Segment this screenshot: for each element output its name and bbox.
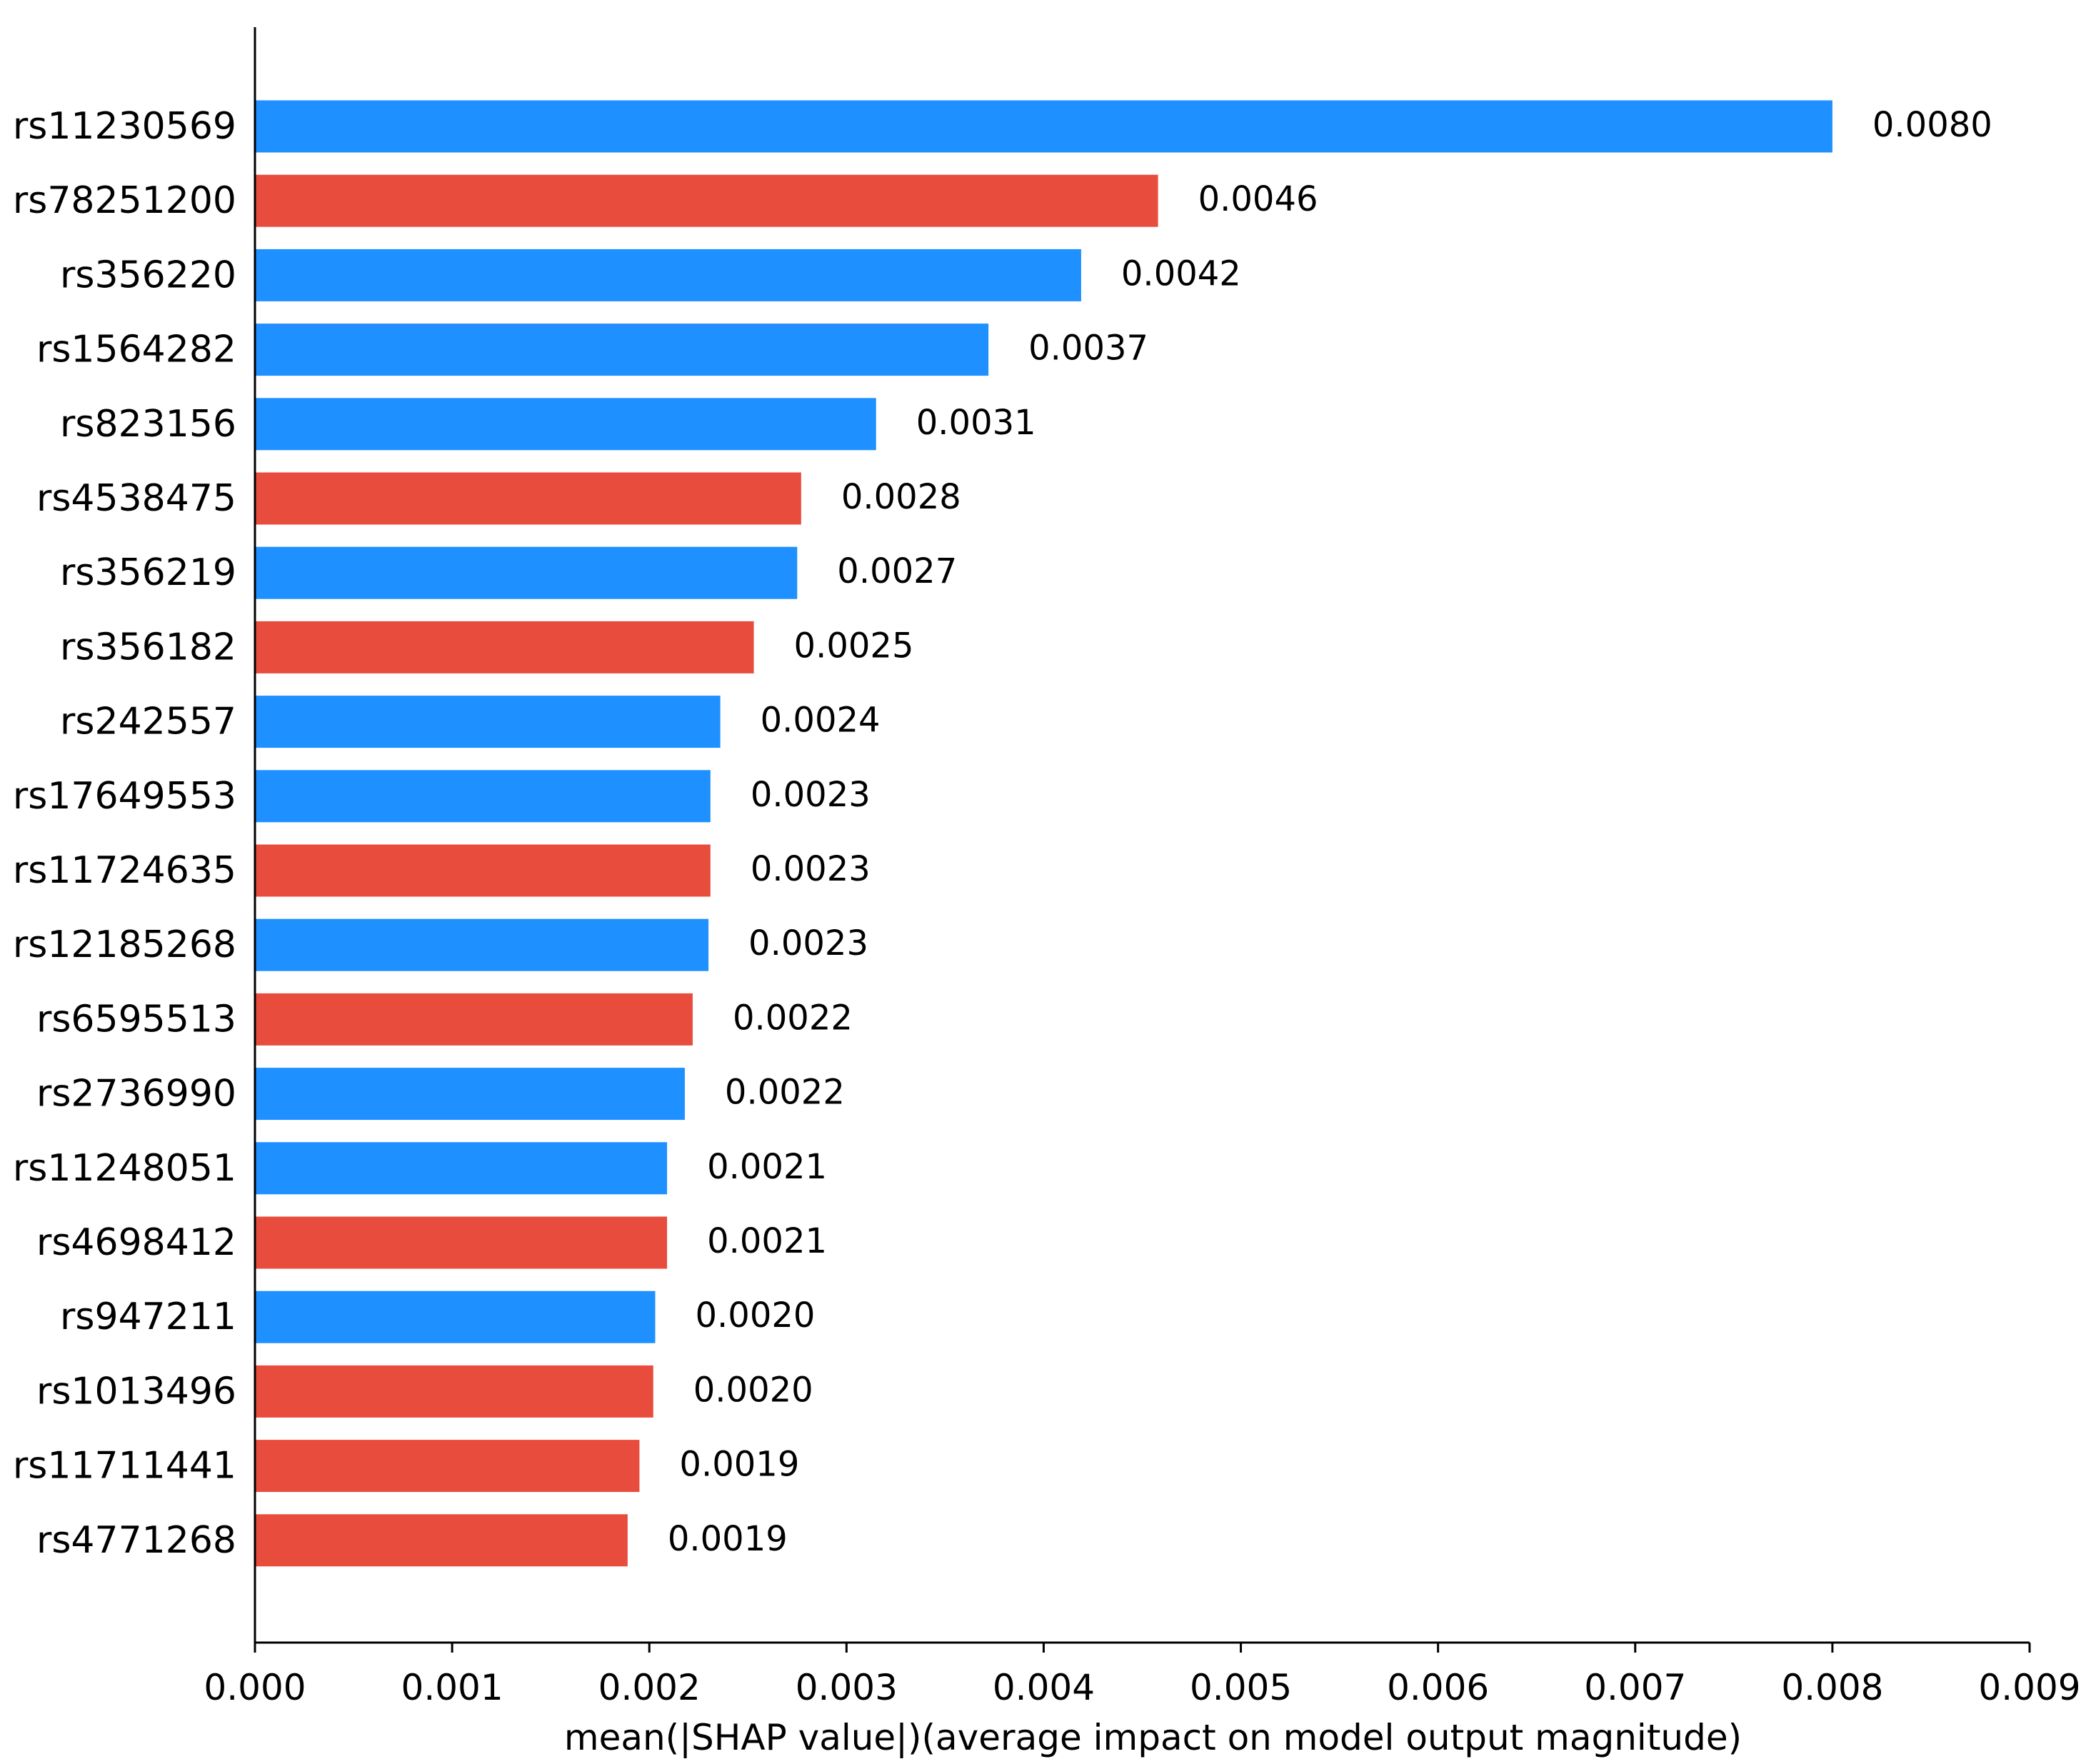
bar-rs823156 [255,398,876,451]
x-tick-label-3: 0.003 [796,1667,898,1708]
value-label-rs356182: 0.0025 [794,626,914,666]
bar-rs11230569 [255,100,1832,153]
feature-label-rs2736990: rs2736990 [36,1073,236,1116]
feature-label-rs823156: rs823156 [60,403,236,446]
value-label-rs356219: 0.0027 [837,551,957,591]
x-tick-label-5: 0.005 [1190,1667,1292,1708]
x-tick-label-6: 0.006 [1387,1667,1489,1708]
bar-rs11724635 [255,844,711,897]
bar-rs356220 [255,249,1081,301]
x-tick-label-7: 0.007 [1584,1667,1686,1708]
value-label-rs11724635: 0.0023 [751,849,871,889]
feature-label-rs17649553: rs17649553 [13,775,236,818]
bar-rs11711441 [255,1440,640,1493]
bar-rs12185268 [255,918,709,971]
x-tick-label-8: 0.008 [1781,1667,1883,1708]
bar-rs1013496 [255,1365,653,1418]
feature-label-rs11230569: rs11230569 [13,105,236,148]
feature-label-rs356182: rs356182 [60,626,236,668]
feature-label-rs12185268: rs12185268 [13,923,236,966]
feature-label-rs356220: rs356220 [60,254,236,296]
feature-label-rs4771268: rs4771268 [36,1519,236,1562]
value-label-rs78251200: 0.0046 [1198,179,1318,219]
feature-label-rs11248051: rs11248051 [13,1147,236,1190]
x-tick-label-1: 0.001 [401,1667,503,1708]
value-label-rs1564282: 0.0037 [1028,329,1148,369]
bar-rs4771268 [255,1514,628,1567]
bar-rs6595513 [255,993,693,1046]
x-tick-label-2: 0.002 [598,1667,701,1708]
value-label-rs2736990: 0.0022 [725,1073,845,1113]
bar-rs11248051 [255,1142,668,1195]
x-tick-label-9: 0.009 [1978,1667,2080,1708]
value-label-rs11230569: 0.0080 [1872,105,1992,145]
feature-label-rs11724635: rs11724635 [13,849,236,892]
bar-rs356219 [255,546,798,599]
feature-label-rs11711441: rs11711441 [13,1445,236,1488]
bar-rs17649553 [255,770,711,823]
value-label-rs11711441: 0.0019 [679,1445,799,1485]
bar-rs4698412 [255,1216,668,1269]
feature-labels-group: rs11230569 rs78251200 rs356220 rs1564282 rs8… [13,105,236,1562]
value-label-rs4771268: 0.0019 [668,1519,788,1559]
bar-rs242557 [255,696,721,748]
feature-label-rs1013496: rs1013496 [36,1370,236,1413]
feature-label-rs6595513: rs6595513 [36,998,236,1041]
bars-group [255,100,1832,1567]
x-tick-label-4: 0.004 [993,1667,1095,1708]
value-label-rs4698412: 0.0021 [707,1221,827,1261]
value-label-rs6595513: 0.0022 [733,998,853,1038]
value-label-rs242557: 0.0024 [761,701,881,741]
feature-label-rs242557: rs242557 [60,701,236,743]
value-label-rs12185268: 0.0023 [748,923,868,963]
bar-rs356182 [255,621,754,673]
feature-label-rs4538475: rs4538475 [36,477,236,520]
feature-label-rs356219: rs356219 [60,551,236,594]
bar-rs78251200 [255,174,1158,227]
value-label-rs823156: 0.0031 [916,403,1036,443]
feature-label-rs78251200: rs78251200 [13,179,236,222]
value-label-rs11248051: 0.0021 [707,1147,827,1187]
feature-label-rs4698412: rs4698412 [36,1221,236,1264]
x-ticks-group: 0.000 0.001 0.002 0.003 0.004 0.005 0.006 0.007… [204,1643,2081,1708]
bar-rs4538475 [255,472,801,525]
x-tick-label-0: 0.000 [204,1667,306,1708]
value-label-rs1013496: 0.0020 [693,1370,813,1410]
feature-label-rs947211: rs947211 [60,1296,236,1338]
feature-label-rs1564282: rs1564282 [36,329,236,371]
value-label-rs4538475: 0.0028 [841,477,961,517]
value-label-rs356220: 0.0042 [1121,254,1241,294]
value-label-rs17649553: 0.0023 [751,775,871,815]
bar-rs947211 [255,1291,656,1343]
bar-rs1564282 [255,324,989,376]
value-labels-group: 0.0080 0.0046 0.0042 0.0037 0.0031 0.0028 0.00… [668,105,1992,1559]
value-label-rs947211: 0.0020 [696,1296,816,1335]
bar-rs2736990 [255,1068,685,1121]
x-axis-title: mean(|SHAP value|)(average impact on mod… [564,1717,1742,1758]
